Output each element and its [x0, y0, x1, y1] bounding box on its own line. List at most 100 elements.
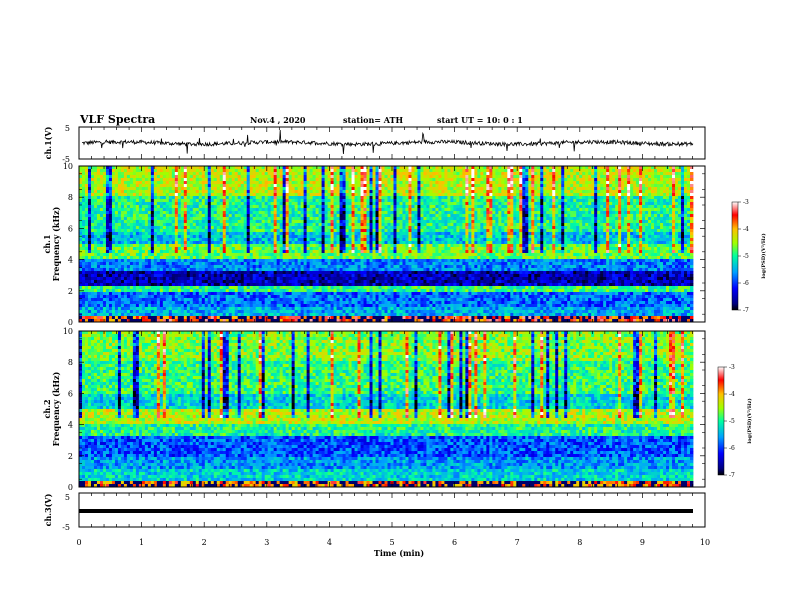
spectrogram-cell	[207, 166, 212, 170]
spectrogram-cell	[123, 166, 128, 170]
spectrogram-cell	[183, 193, 188, 197]
spectrogram-cell	[105, 196, 110, 200]
spectrogram-cell	[291, 199, 296, 203]
spectrogram-cell	[492, 190, 496, 194]
spectrogram-cell	[561, 235, 565, 239]
spectrogram-cell	[120, 220, 125, 224]
spectrogram-cell	[480, 199, 484, 203]
spectrogram-cell	[582, 190, 586, 194]
spectrogram-cell	[546, 190, 550, 194]
spectrogram-cell	[174, 193, 179, 197]
spectrogram-cell	[384, 196, 388, 200]
spectrogram-cell	[309, 172, 314, 176]
spectrogram-cell	[624, 226, 628, 230]
spectrogram-cell	[375, 220, 379, 224]
spectrogram-cell	[561, 214, 565, 218]
spectrogram-cell	[555, 190, 559, 194]
spectrogram-cell	[273, 193, 278, 197]
spectrogram-cell	[291, 214, 296, 218]
spectrogram-cell	[303, 229, 308, 233]
start-time-label: start UT = 10: 0 : 1	[437, 115, 523, 125]
spectrogram-cell	[177, 232, 182, 236]
spectrogram-cell	[441, 178, 445, 182]
spectrogram-cell	[396, 229, 400, 233]
spectrogram-cell	[258, 166, 263, 170]
spectrogram-cell	[195, 193, 200, 197]
spectrogram-cell	[90, 217, 95, 221]
spectrogram-cell	[198, 235, 203, 239]
spectrogram-cell	[168, 178, 173, 182]
spectrogram-cell	[429, 190, 433, 194]
spectrogram-cell	[393, 184, 397, 188]
spectrogram-cell	[603, 181, 607, 185]
spectrogram-cell	[183, 217, 188, 221]
spectrogram-cell	[342, 193, 346, 197]
spectrogram-cell	[582, 196, 586, 200]
spectrogram-cell	[591, 175, 595, 179]
spectrogram-cell	[513, 166, 517, 170]
spectrogram-cell	[630, 178, 634, 182]
spectrogram-cell	[288, 178, 293, 182]
spectrogram-cell	[348, 184, 352, 188]
spectrogram-cell	[438, 220, 442, 224]
spectrogram-cell	[93, 169, 98, 173]
spectrogram-cell	[498, 181, 502, 185]
spectrogram-cell	[681, 199, 685, 203]
spectrogram-cell	[246, 187, 251, 191]
spectrogram-cell	[288, 211, 293, 215]
spectrogram-cell	[282, 205, 287, 209]
spectrogram-cell	[561, 196, 565, 200]
spectrogram-cell	[87, 217, 92, 221]
spectrogram-cell	[84, 199, 89, 203]
spectrogram-cell	[597, 214, 601, 218]
spectrogram-cell	[258, 175, 263, 179]
spectrogram-cell	[285, 232, 290, 236]
spectrogram-cell	[567, 211, 571, 215]
spectrogram-cell	[117, 214, 122, 218]
spectrogram-cell	[141, 190, 146, 194]
spectrogram-cell	[237, 229, 242, 233]
spectrogram-cell	[372, 196, 376, 200]
spectrogram-cell	[162, 193, 167, 197]
spectrogram-cell	[372, 172, 376, 176]
spectrogram-cell	[345, 199, 349, 203]
spectrogram-cell	[348, 208, 352, 212]
spectrogram-cell	[468, 175, 472, 179]
spectrogram-cell	[537, 166, 541, 170]
spectrogram-cell	[351, 178, 355, 182]
spectrogram-cell	[348, 169, 352, 173]
spectrogram-cell	[111, 208, 116, 212]
spectrogram-cell	[372, 199, 376, 203]
spectrogram-cell	[525, 187, 529, 191]
spectrogram-cell	[666, 229, 670, 233]
spectrogram-cell	[597, 190, 601, 194]
spectrogram-cell	[519, 196, 523, 200]
spectrogram-cell	[495, 223, 499, 227]
spectrogram-cell	[465, 190, 469, 194]
spectrogram-cell	[159, 187, 164, 191]
spectrogram-cell	[564, 196, 568, 200]
spectrogram-cell	[663, 202, 667, 206]
spectrogram-cell	[210, 208, 215, 212]
spectrogram-cell	[123, 208, 128, 212]
spectrogram-cell	[369, 184, 373, 188]
spectrogram-cell	[528, 217, 532, 221]
spectrogram-cell	[681, 184, 685, 188]
spectrogram-cell	[474, 190, 478, 194]
spectrogram-cell	[321, 181, 325, 185]
spectrogram-cell	[84, 223, 89, 227]
spectrogram-cell	[579, 181, 583, 185]
spectrogram-cell	[600, 178, 604, 182]
spectrogram-cell	[363, 172, 367, 176]
spectrogram-cell	[435, 172, 439, 176]
spectrogram-cell	[291, 217, 296, 221]
spectrogram-cell	[246, 235, 251, 239]
spectrogram-cell	[579, 166, 583, 170]
spectrogram-cell	[210, 214, 215, 218]
spectrogram-cell	[87, 181, 92, 185]
spectrogram-cell	[87, 220, 92, 224]
spectrogram-cell	[342, 175, 346, 179]
spectrogram-cell	[684, 220, 688, 224]
spectrogram-cell	[540, 220, 544, 224]
spectrogram-cell	[495, 169, 499, 173]
